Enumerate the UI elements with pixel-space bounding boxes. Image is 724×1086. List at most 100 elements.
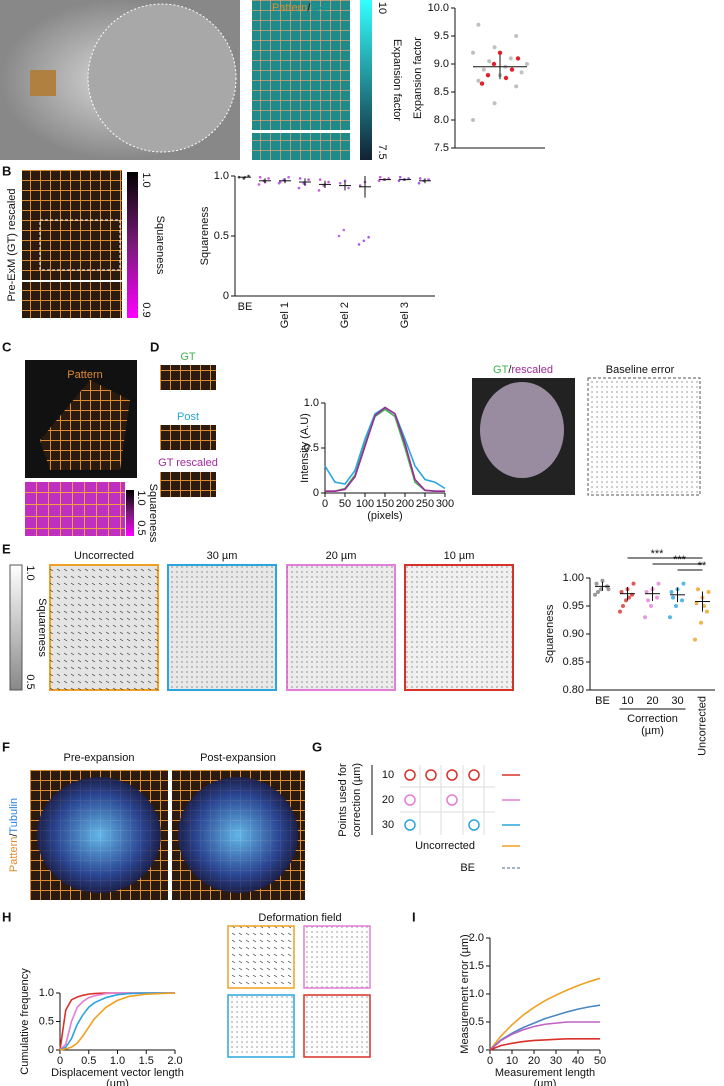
strip-image [160, 472, 216, 497]
data-point [681, 581, 686, 586]
fields: Uncorrected 30 µm 20 µm 10 µm [49, 550, 514, 691]
data-point [668, 615, 672, 620]
data-point [671, 595, 675, 600]
y-tick-label: 8.5 [434, 86, 449, 98]
data-point [398, 175, 402, 179]
data-point [680, 598, 684, 603]
data-point [492, 45, 497, 50]
series-line [59, 992, 176, 1051]
data-point [644, 590, 649, 594]
image-title: Post-expansion [200, 752, 276, 764]
colorbar-label: Squareness [147, 484, 159, 543]
x-tick-label: 1.5 [139, 1055, 154, 1067]
x-axis-label: Displacement vector length [51, 1067, 184, 1079]
field [303, 925, 371, 989]
data-point [693, 637, 697, 642]
x-tick-label: 30 [671, 695, 683, 707]
series-line [489, 977, 601, 1051]
data-point [338, 181, 342, 185]
cell [178, 777, 298, 893]
highlight-point [515, 56, 521, 61]
overlay-label: GT/rescaled [493, 364, 553, 376]
y-tick-label: 1.0 [39, 987, 54, 999]
data-point [487, 59, 492, 64]
y-tick-label: 0 [48, 1044, 54, 1056]
field-title: 30 µm [207, 550, 238, 562]
panel-letter: B [2, 163, 11, 178]
x-tick-label: 1.0 [110, 1055, 125, 1067]
x-tick-label: 0 [57, 1055, 63, 1067]
colorbar-tick-label: 7.5 [376, 144, 388, 159]
legend-label: 30 [382, 819, 394, 831]
series-line [489, 1038, 600, 1051]
colorbar [360, 0, 372, 160]
data-point [337, 234, 341, 238]
colorbar-tick-label: 1.0 [140, 172, 152, 187]
x-tick-label: 100 [356, 498, 374, 510]
data-point [481, 67, 486, 72]
y-tick-label: 10.0 [428, 2, 449, 14]
data-point [649, 604, 653, 608]
data-point [706, 590, 711, 594]
highlight-point [485, 73, 491, 78]
baseline-field [587, 377, 701, 496]
label-part: Tubulin [8, 798, 20, 834]
x-tick-label: BE [595, 695, 610, 707]
panel-letter: I [412, 909, 416, 924]
y-axis-label: Cumulative frequency [19, 968, 31, 1075]
y-tick-label: 1.00 [563, 572, 584, 584]
panel-letter: E [2, 541, 11, 556]
data-point [655, 595, 659, 600]
data-point [594, 581, 599, 586]
highlight-point [491, 61, 497, 67]
data-point [307, 178, 310, 181]
legend-label: 10 [382, 769, 394, 781]
data-point [318, 178, 322, 181]
roi [39, 219, 121, 271]
data-point [656, 581, 661, 586]
y-axis-label: Squareness [199, 206, 211, 265]
label-part: / [508, 364, 512, 376]
colorbar-label: Squareness [154, 216, 166, 275]
x-tick-label: 300 [436, 498, 454, 510]
x-tick-label: 150 [376, 498, 394, 510]
data-point [471, 50, 475, 55]
data-point [267, 177, 270, 180]
cell [37, 777, 161, 893]
baseline-title: Baseline error [606, 364, 675, 376]
x-tick-label: 50 [339, 498, 351, 510]
gel-outline [87, 3, 237, 153]
colorbar-tick-label: 0.5 [135, 520, 147, 535]
field-title: 10 µm [444, 550, 475, 562]
image-title: Pre-expansion [64, 752, 135, 764]
label-part: GT [493, 364, 509, 376]
panel-letter: F [2, 739, 10, 754]
significance-label: *** [673, 554, 687, 566]
y-axis-label: Expansion factor [412, 37, 424, 119]
significance-label: ** [698, 560, 707, 572]
field-vectors [287, 565, 395, 690]
data-point [247, 174, 250, 178]
label-part: / [307, 2, 311, 14]
x-tick-label: 30 [550, 1055, 562, 1067]
data-point [476, 78, 481, 83]
y-tick-label: 9.5 [434, 30, 449, 42]
data-point [242, 177, 246, 180]
y-tick-label: 7.5 [434, 142, 449, 154]
data-point [418, 177, 422, 180]
x-tick-label: 250 [416, 498, 434, 510]
image-label: Pre-ExM (GT) rescaled [6, 188, 18, 301]
overlay-label: Pattern/ExF [272, 2, 330, 14]
x-tick-label: 0.5 [81, 1055, 96, 1067]
field-vectors [50, 565, 158, 690]
colorbar-tick-label: 10 [376, 2, 388, 14]
y-tick-label: 1.0 [469, 988, 484, 1000]
field-title: 20 µm [326, 550, 357, 562]
data-point [646, 598, 650, 603]
data-point [618, 609, 622, 614]
data-point [287, 175, 290, 179]
data-point [471, 118, 475, 122]
y-tick-label: 0 [478, 1044, 484, 1056]
x-tick-label: 0 [322, 498, 328, 510]
y-tick-label: 0.95 [563, 600, 584, 612]
